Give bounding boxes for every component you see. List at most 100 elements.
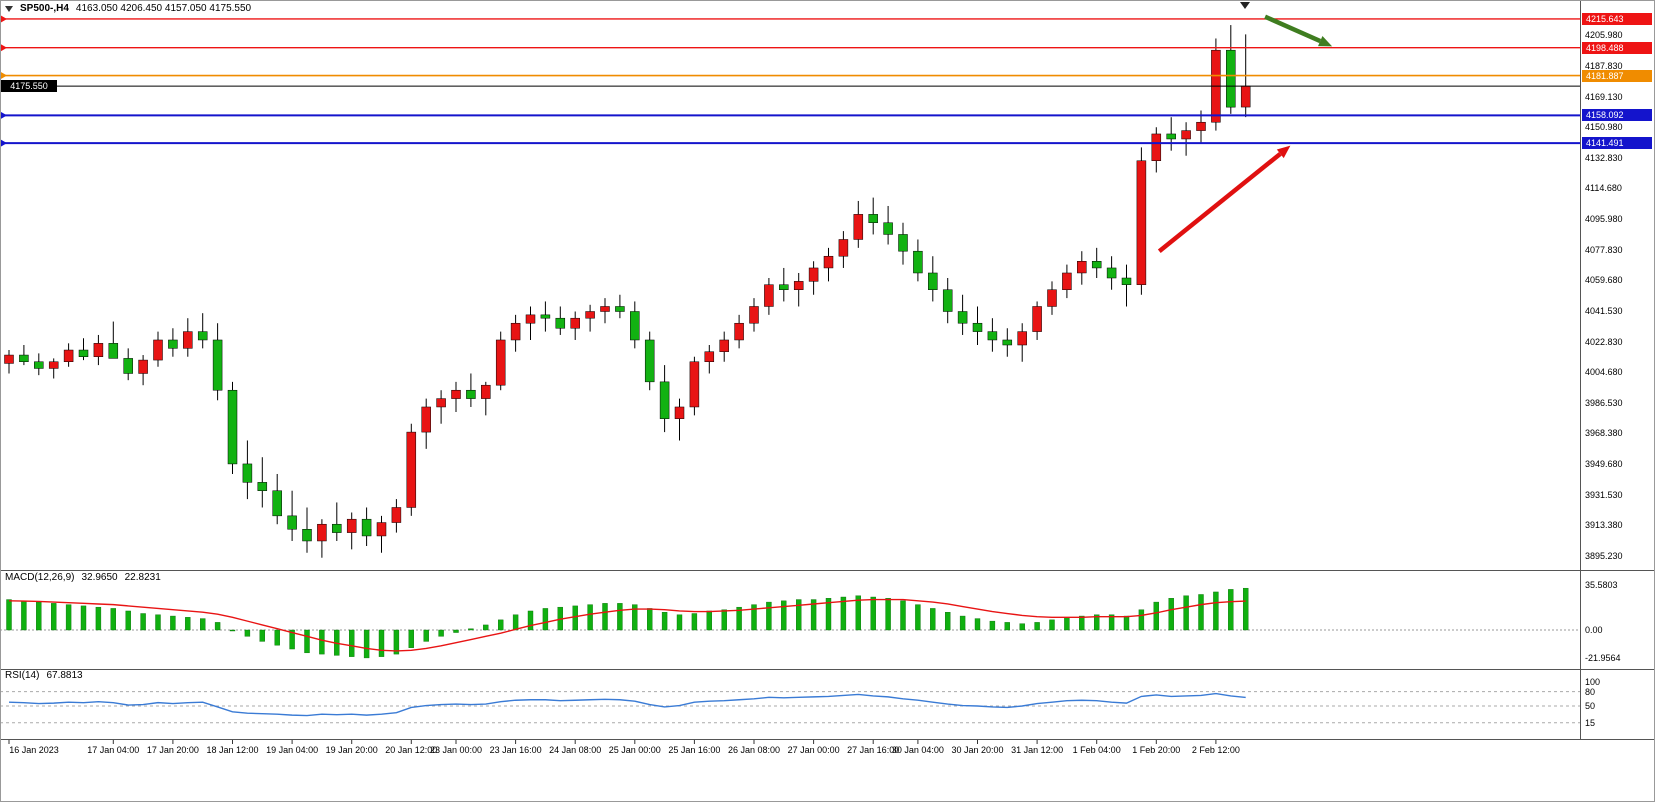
candle: [1032, 301, 1042, 340]
macd-bar: [736, 606, 742, 631]
macd-bar: [468, 628, 474, 631]
time-axis-label: 16 Jan 2023: [9, 745, 59, 755]
candle: [168, 328, 178, 357]
trend-arrow[interactable]: [1264, 14, 1333, 47]
candle: [779, 267, 789, 302]
candle: [674, 398, 685, 441]
candle: [1136, 147, 1147, 295]
macd-bar: [1079, 615, 1085, 631]
candle: [823, 247, 834, 282]
candle: [421, 398, 431, 449]
macd-bar: [1108, 614, 1115, 631]
macd-bar: [65, 604, 72, 631]
price-level-badge: 4158.092: [1582, 109, 1652, 122]
macd-bar: [796, 599, 802, 631]
time-axis-label: 30 Jan 04:00: [891, 745, 944, 755]
macd-bar: [676, 614, 683, 631]
level-marker-icon: [0, 14, 7, 23]
macd-bar: [1168, 598, 1174, 631]
time-axis-label: 25 Jan 00:00: [608, 745, 661, 755]
level-marker-icon: [0, 111, 7, 120]
candle: [704, 345, 715, 374]
chart-shift-marker-icon[interactable]: [1240, 2, 1250, 9]
price-level-badge: 4215.643: [1582, 12, 1652, 25]
rsi-value: 67.8813: [46, 670, 83, 681]
candle: [1062, 264, 1072, 299]
time-axis-label: 23 Jan 16:00: [489, 745, 542, 755]
candle: [838, 231, 849, 268]
candle: [898, 222, 908, 265]
candle: [1211, 38, 1221, 131]
candle: [540, 301, 551, 332]
price-level-badge: 4141.491: [1582, 137, 1652, 150]
macd-bar: [766, 601, 772, 631]
macd-bar: [393, 629, 400, 655]
time-axis-label: 1 Feb 20:00: [1132, 745, 1181, 755]
level-marker-icon: [0, 139, 7, 148]
macd-bar: [647, 608, 653, 631]
price-axis-label: 4150.980: [1585, 122, 1623, 133]
candle: [689, 356, 700, 416]
candle: [481, 381, 491, 416]
time-axis-label: 31 Jan 12:00: [1011, 745, 1064, 755]
level-marker-icon: [0, 43, 7, 52]
candle: [451, 381, 461, 412]
macd-bar: [527, 610, 534, 631]
macd-bar: [36, 601, 42, 631]
candle: [436, 390, 446, 424]
price-axis-label: 4169.130: [1585, 91, 1623, 102]
candle: [391, 499, 402, 533]
macd-bar: [438, 629, 444, 637]
time-axis-label: 19 Jan 20:00: [325, 745, 378, 755]
candle: [1002, 328, 1013, 357]
macd-bar: [1019, 623, 1025, 631]
candle: [272, 473, 282, 525]
time-axis-label: 2 Feb 12:00: [1191, 745, 1240, 755]
candle: [19, 345, 29, 366]
macd-bar: [915, 604, 921, 631]
time-axis-label: 18 Jan 12:00: [206, 745, 259, 755]
macd-bar: [170, 615, 176, 631]
candle: [764, 278, 774, 315]
macd-bar: [140, 613, 146, 631]
candle: [644, 331, 655, 391]
candle: [138, 355, 148, 386]
candle: [257, 457, 268, 508]
candle: [63, 343, 74, 367]
rsi-panel[interactable]: [0, 691, 1580, 724]
macd-bar: [512, 614, 519, 631]
time-axis-label: 17 Jan 20:00: [146, 745, 199, 755]
macd-bar: [1093, 614, 1100, 631]
rsi-label-row: RSI(14) 67.8813: [5, 670, 83, 681]
candle: [212, 323, 223, 401]
macd-scale-label: 35.5803: [1585, 579, 1618, 590]
symbol-marker-icon: [5, 5, 13, 12]
candle: [853, 200, 864, 248]
macd-signal-line: [8, 598, 1246, 652]
time-axis-label: 1 Feb 04:00: [1072, 745, 1121, 755]
macd-bar: [855, 595, 861, 631]
rsi-scale-label: 15: [1585, 717, 1596, 728]
macd-bar: [751, 604, 757, 631]
macd-bar: [199, 618, 206, 631]
price-axis-label: 4114.680: [1585, 183, 1622, 194]
rsi-line: [8, 692, 1246, 717]
macd-panel[interactable]: [0, 587, 1580, 659]
rsi-scale-label: 80: [1585, 686, 1596, 697]
price-axis-label: 4132.830: [1585, 152, 1623, 163]
price-axis-label: 3949.680: [1585, 459, 1623, 470]
time-axis-label: 26 Jan 08:00: [727, 745, 781, 755]
candle: [183, 318, 193, 357]
current-price-badge: 4175.550: [1, 80, 57, 93]
macd-bar: [706, 610, 712, 631]
candle: [749, 298, 759, 332]
macd-bar: [825, 598, 832, 631]
candle: [659, 365, 670, 433]
macd-bar: [1004, 622, 1010, 631]
symbol-timeframe: SP500-,H4: [20, 3, 69, 14]
trend-arrow[interactable]: [1157, 145, 1291, 253]
rsi-scale-label: 50: [1585, 701, 1596, 711]
ohlc-values: 4163.050 4206.450 4157.050 4175.550: [75, 3, 252, 14]
